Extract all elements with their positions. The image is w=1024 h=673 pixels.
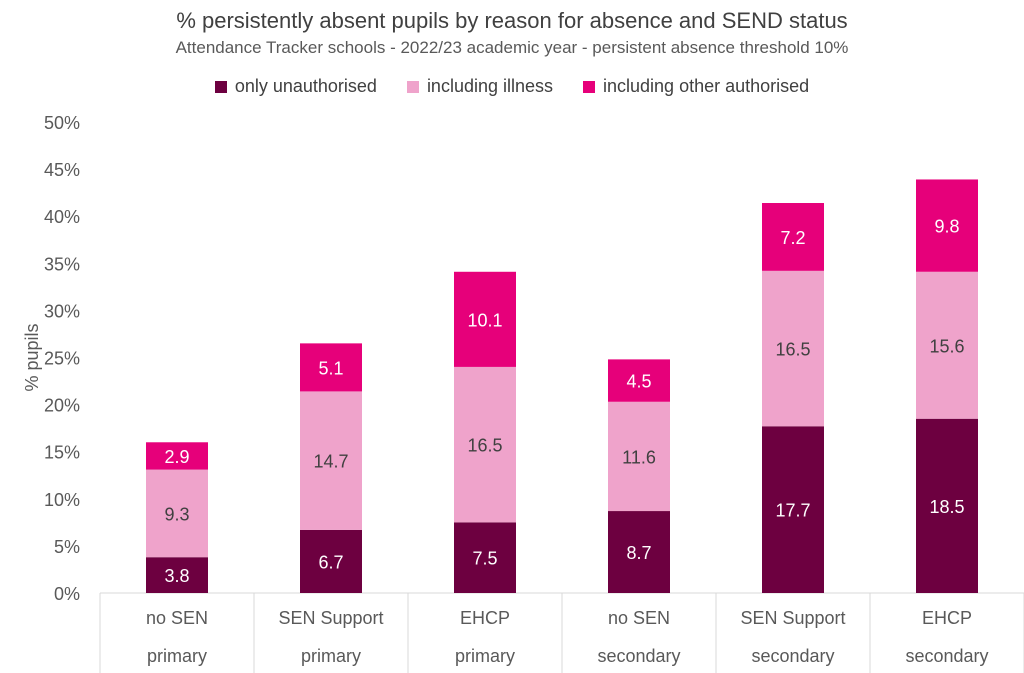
- legend-label-including-illness: including illness: [426, 76, 554, 96]
- bar-only-unauthorised: [300, 529, 362, 593]
- y-tick-label: 35%: [44, 254, 80, 274]
- legend-label-including-other-authorised: including other authorised: [603, 76, 810, 96]
- data-label: 4.5: [626, 372, 651, 392]
- bar-only-unauthorised: [608, 511, 670, 593]
- bar-including-other-authorised: [454, 271, 516, 367]
- x-tick-label: primary: [147, 646, 207, 666]
- bar-only-unauthorised: [762, 426, 824, 593]
- y-tick-label: 5%: [54, 537, 80, 557]
- legend-item-including-other-authorised: including other authorised: [583, 76, 809, 97]
- data-label: 9.3: [164, 504, 189, 524]
- legend: only unauthorised including illness incl…: [0, 76, 1024, 97]
- legend-label-only-unauthorised: only unauthorised: [234, 76, 377, 96]
- bar-including-other-authorised: [146, 442, 208, 470]
- x-tick-label: SEN Support: [740, 608, 845, 628]
- y-tick-label: 45%: [44, 160, 80, 180]
- data-label: 18.5: [929, 497, 964, 517]
- bar-including-illness: [146, 469, 208, 558]
- legend-item-including-illness: including illness: [406, 76, 554, 97]
- x-tick-label: SEN Support: [278, 608, 383, 628]
- data-label: 7.5: [472, 549, 497, 569]
- data-label: 6.7: [318, 552, 343, 572]
- data-label: 9.8: [934, 217, 959, 237]
- data-label: 2.9: [164, 447, 189, 467]
- bar-including-other-authorised: [608, 359, 670, 402]
- y-tick-label: 40%: [44, 207, 80, 227]
- legend-swatch-only-unauthorised: [214, 80, 227, 93]
- bar-including-illness: [916, 271, 978, 419]
- data-label: 10.1: [467, 310, 502, 330]
- bar-including-illness: [762, 270, 824, 427]
- y-tick-label: 15%: [44, 443, 80, 463]
- y-tick-label: 30%: [44, 301, 80, 321]
- y-tick-label: 20%: [44, 396, 80, 416]
- x-tick-label: primary: [455, 646, 515, 666]
- x-tick-label: secondary: [905, 646, 988, 666]
- chart-title: % persistently absent pupils by reason f…: [176, 8, 848, 33]
- bar-only-unauthorised: [146, 557, 208, 593]
- bar-including-other-authorised: [916, 179, 978, 272]
- data-label: 3.8: [164, 566, 189, 586]
- y-tick-label: 10%: [44, 490, 80, 510]
- bar-including-illness: [300, 391, 362, 530]
- legend-item-only-unauthorised: only unauthorised: [214, 76, 377, 97]
- x-tick-label: EHCP: [460, 608, 510, 628]
- data-label: 7.2: [780, 228, 805, 248]
- bar-including-illness: [454, 366, 516, 523]
- bar-including-other-authorised: [300, 343, 362, 392]
- x-tick-label: secondary: [751, 646, 834, 666]
- bar-including-other-authorised: [762, 203, 824, 271]
- legend-swatch-including-other-authorised: [583, 80, 596, 93]
- x-tick-label: EHCP: [922, 608, 972, 628]
- data-label: 17.7: [775, 501, 810, 521]
- data-label: 11.6: [622, 447, 656, 467]
- y-tick-label: 25%: [44, 349, 80, 369]
- x-tick-label: no SEN: [608, 608, 670, 628]
- data-label: 15.6: [929, 336, 964, 356]
- data-label: 14.7: [313, 452, 348, 472]
- chart-subtitle: Attendance Tracker schools - 2022/23 aca…: [175, 38, 849, 57]
- data-label: 5.1: [318, 358, 343, 378]
- x-tick-label: secondary: [597, 646, 680, 666]
- data-label: 16.5: [467, 436, 502, 456]
- y-axis-title: % pupils: [22, 323, 42, 391]
- x-tick-label: primary: [301, 646, 361, 666]
- data-label: 8.7: [626, 543, 651, 563]
- legend-swatch-including-illness: [406, 80, 419, 93]
- bar-only-unauthorised: [916, 418, 978, 593]
- y-tick-label: 50%: [44, 113, 80, 133]
- bar-only-unauthorised: [454, 522, 516, 593]
- data-label: 16.5: [775, 340, 810, 360]
- x-tick-label: no SEN: [146, 608, 208, 628]
- bar-including-illness: [608, 401, 670, 512]
- y-tick-label: 0%: [54, 584, 80, 604]
